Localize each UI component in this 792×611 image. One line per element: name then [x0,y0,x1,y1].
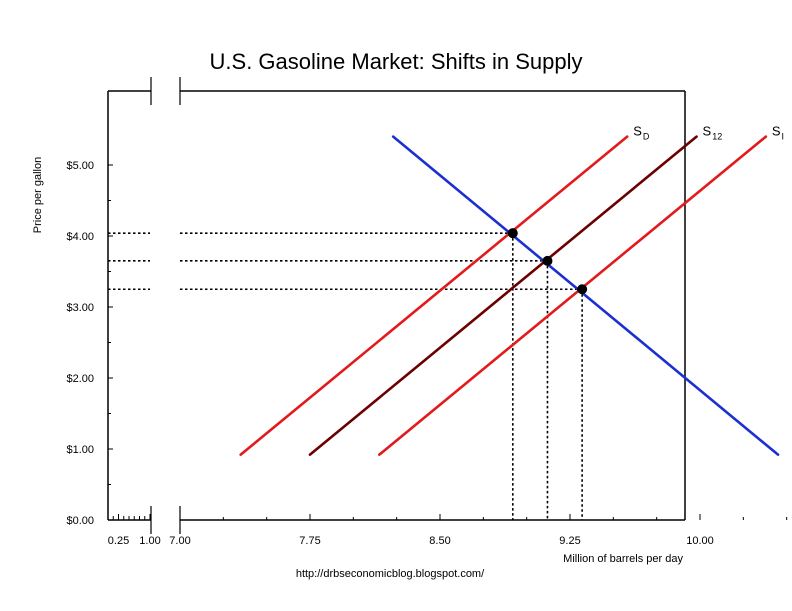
equilibrium-point-1 [542,255,553,266]
y-axis-ticks: $0.00 $1.00 $2.00 $3.00 $4.00 $5.00 [66,160,113,527]
x-tick-label: 7.75 [299,535,320,547]
x-tick-label: 7.00 [169,535,190,547]
x-tick-label: 10.00 [686,535,714,547]
y-tick-label: $0.00 [66,515,94,527]
y-tick-label: $4.00 [66,231,94,243]
series-labels: SDS12SID12 [633,124,784,142]
x-lower-tick-label: 0.25 [108,535,129,547]
y-tick-label: $5.00 [66,160,94,172]
equilibrium-points [507,228,588,295]
series-label-s-d: SD [633,124,650,142]
series-line-d-12 [391,135,780,456]
equilibrium-guides [108,232,583,520]
x-tick-label: 9.25 [559,535,580,547]
equilibrium-point-0 [507,228,518,239]
series-line-s-12 [308,135,698,456]
equilibrium-point-2 [577,284,588,295]
series-line-s-d [239,135,629,456]
series-label-s-12: S12 [703,124,723,142]
y-tick-label: $3.00 [66,302,94,314]
series-label-s-i: SI [772,124,784,142]
y-tick-label: $2.00 [66,373,94,385]
x-lower-tick-label: 1.00 [139,535,160,547]
chart-title: U.S. Gasoline Market: Shifts in Supply [210,49,583,74]
y-tick-label: $1.00 [66,444,94,456]
footer-url: http://drbseconomicblog.blogspot.com/ [296,568,485,580]
x-tick-label: 8.50 [429,535,450,547]
y-axis-label: Price per gallon [32,157,44,233]
x-axis-label: Million of barrels per day [563,553,683,565]
series-line-s-i [378,135,768,456]
series-lines [239,135,780,456]
